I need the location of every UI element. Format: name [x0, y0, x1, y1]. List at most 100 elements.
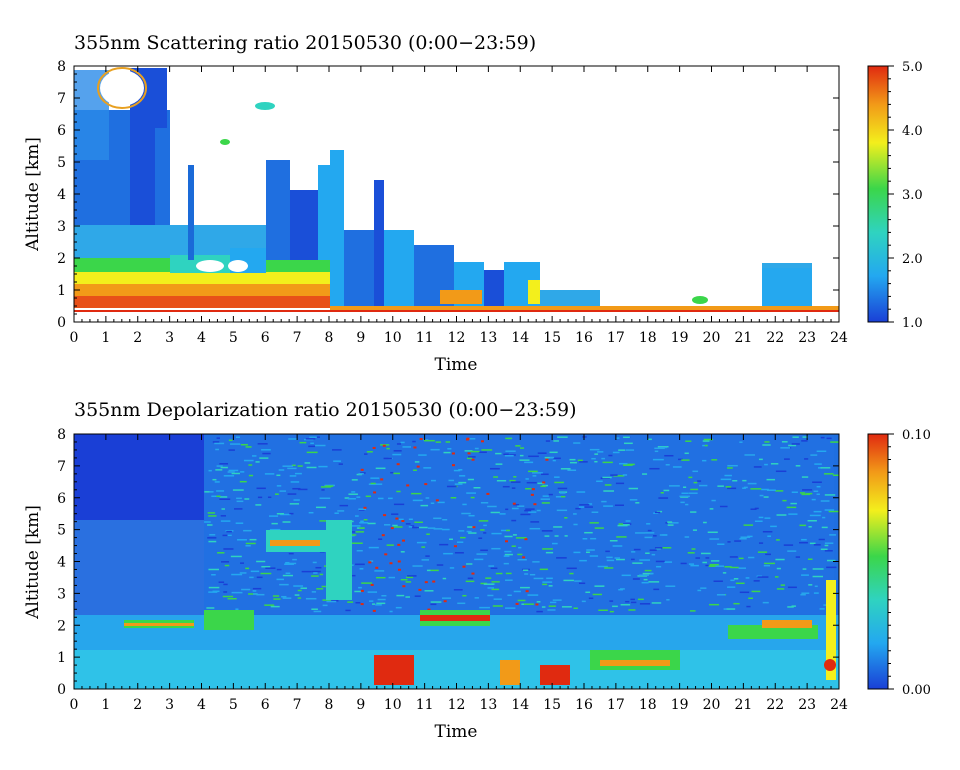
depolarization-noise-streak: [211, 573, 216, 576]
depolarization-noise-streak: [533, 577, 544, 580]
depolarization-noise-streak: [542, 484, 548, 487]
depolarization-noise-streak: [472, 526, 476, 529]
depolarization-noise-streak: [801, 574, 809, 576]
depolarization-noise-streak: [542, 548, 553, 550]
depolarization-y-tick-label: 0: [57, 682, 66, 698]
depolarization-noise-streak: [659, 534, 668, 536]
depolarization-noise-streak: [227, 597, 237, 600]
depolarization-noise-streak: [339, 504, 349, 507]
depolarization-noise-streak: [582, 537, 588, 540]
depolarization-noise-streak: [387, 497, 393, 500]
depolarization-noise-streak: [315, 566, 322, 569]
depolarization-noise-streak: [597, 565, 608, 568]
depolarization-noise-streak: [750, 488, 762, 490]
depolarization-noise-streak: [808, 584, 813, 586]
depolarization-noise-streak: [775, 470, 787, 473]
depolarization-y-ticks: 0 1 2 3 4 5 6 7 8: [57, 427, 839, 698]
depolarization-noise-streak: [653, 512, 659, 514]
depolarization-noise-streak: [816, 450, 827, 453]
depolarization-noise-streak: [802, 436, 809, 438]
depolarization-noise-streak: [557, 436, 568, 438]
depolarization-noise-streak: [356, 549, 363, 552]
depolarization-noise-streak: [563, 579, 574, 582]
depolarization-noise-streak: [481, 449, 493, 451]
depolarization-noise-streak: [509, 479, 516, 482]
depolarization-noise-streak: [788, 513, 798, 515]
depolarization-noise-streak: [370, 482, 376, 485]
depolarization-noise-streak: [334, 512, 339, 514]
depolarization-noise-streak: [424, 590, 434, 592]
depolarization-noise-streak: [393, 503, 405, 506]
depolarization-noise-streak: [505, 529, 510, 532]
depolarization-noise-streak: [451, 452, 455, 455]
depolarization-noise-streak: [241, 588, 251, 591]
depolarization-noise-streak: [541, 530, 553, 532]
depolarization-noise-streak: [412, 499, 423, 502]
depolarization-noise-streak: [377, 497, 384, 500]
depolarization-noise-streak: [355, 602, 361, 604]
depolarization-noise-streak: [758, 458, 763, 461]
depolarization-noise-streak: [625, 520, 631, 522]
depolarization-noise-streak: [787, 586, 797, 589]
depolarization-noise-streak: [400, 578, 408, 581]
depolarization-noise-streak: [360, 589, 364, 592]
depolarization-noise-streak: [256, 593, 265, 596]
depolarization-noise-streak: [759, 494, 764, 497]
depolarization-noise-streak: [360, 520, 364, 523]
depolarization-noise-streak: [204, 491, 213, 493]
depolarization-title: 355nm Depolarization ratio 20150530 (0:0…: [74, 399, 576, 421]
depolarization-noise-streak: [780, 447, 791, 449]
depolarization-noise-streak: [730, 566, 739, 569]
depolarization-noise-streak: [515, 537, 527, 539]
depolarization-noise-streak: [240, 562, 245, 564]
depolarization-noise-streak: [530, 521, 540, 523]
depolarization-noise-streak: [549, 601, 557, 604]
depolarization-noise-streak: [474, 597, 479, 599]
depolarization-y-tick-label: 2: [57, 618, 66, 634]
depolarization-noise-streak: [528, 455, 539, 458]
depolarization-noise-streak: [643, 578, 648, 581]
depolarization-noise-streak: [622, 474, 628, 476]
depolarization-noise-streak: [310, 442, 314, 445]
depolarization-noise-streak: [667, 524, 674, 526]
depolarization-noise-streak: [306, 451, 318, 454]
depolarization-noise-streak: [604, 484, 612, 486]
depolarization-noise-streak: [376, 576, 386, 579]
depolarization-noise-streak: [430, 479, 436, 482]
depolarization-x-tick-label: 1: [101, 697, 110, 713]
depolarization-noise-streak: [402, 585, 406, 588]
scattering-x-tick-label: 17: [607, 330, 625, 346]
depolarization-noise-streak: [315, 506, 326, 509]
depolarization-noise-streak: [616, 437, 620, 439]
scattering-colorbar-tick-label: 3.0: [902, 188, 923, 203]
depolarization-noise-streak: [398, 518, 404, 521]
depolarization-x-tick-label: 0: [70, 697, 79, 713]
depolarization-noise-streak: [407, 575, 417, 577]
depolarization-noise-streak: [505, 450, 516, 452]
depolarization-noise-streak: [276, 578, 284, 581]
depolarization-noise-streak: [212, 590, 220, 593]
depolarization-noise-streak: [288, 438, 298, 440]
depolarization-noise-streak: [618, 588, 623, 591]
depolarization-noise-streak: [381, 534, 385, 537]
depolarization-noise-streak: [820, 548, 828, 551]
depolarization-noise-streak: [684, 452, 689, 455]
depolarization-noise-streak: [688, 492, 698, 494]
depolarization-noise-streak: [491, 581, 500, 583]
depolarization-noise-streak: [537, 482, 545, 485]
depolarization-noise-streak: [726, 608, 736, 610]
depolarization-noise-streak: [519, 454, 524, 457]
depolarization-noise-streak: [527, 594, 539, 596]
depolarization-noise-streak: [470, 450, 480, 453]
depolarization-noise-streak: [683, 486, 687, 488]
depolarization-noise-streak: [748, 556, 755, 559]
depolarization-noise-streak: [462, 503, 467, 506]
depolarization-noise-streak: [701, 552, 711, 555]
depolarization-noise-streak: [810, 454, 818, 456]
depolarization-noise-streak: [358, 508, 367, 510]
depolarization-noise-streak: [549, 451, 558, 454]
scattering-y-tick-label: 5: [57, 155, 66, 171]
depolarization-noise-streak: [748, 597, 753, 600]
depolarization-noise-streak: [754, 520, 763, 523]
depolarization-noise-streak: [493, 476, 498, 478]
